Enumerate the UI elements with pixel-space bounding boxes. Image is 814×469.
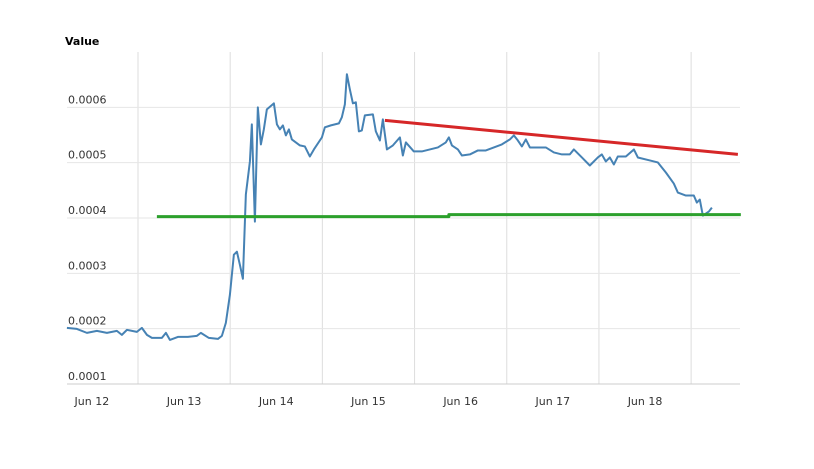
- y-tick-label: 0.0002: [68, 315, 107, 328]
- x-tick-label: Jun 13: [166, 395, 202, 408]
- x-tick-label: Jun 14: [258, 395, 294, 408]
- line-series: [384, 118, 739, 156]
- x-tick-label: Jun 18: [627, 395, 663, 408]
- chart-title: Value: [65, 35, 99, 48]
- y-tick-label: 0.0004: [68, 204, 107, 217]
- x-tick-label: Jun 12: [74, 395, 110, 408]
- y-tick-label: 0.0003: [68, 259, 107, 272]
- line-series: [156, 213, 741, 219]
- x-tick-label: Jun 15: [350, 395, 386, 408]
- y-tick-label: 0.0005: [68, 149, 107, 162]
- x-tick-label: Jun 16: [442, 395, 478, 408]
- y-tick-label: 0.0001: [68, 370, 107, 383]
- y-tick-label: 0.0006: [68, 93, 107, 106]
- x-tick-label: Jun 17: [535, 395, 571, 408]
- line-series: [66, 73, 713, 341]
